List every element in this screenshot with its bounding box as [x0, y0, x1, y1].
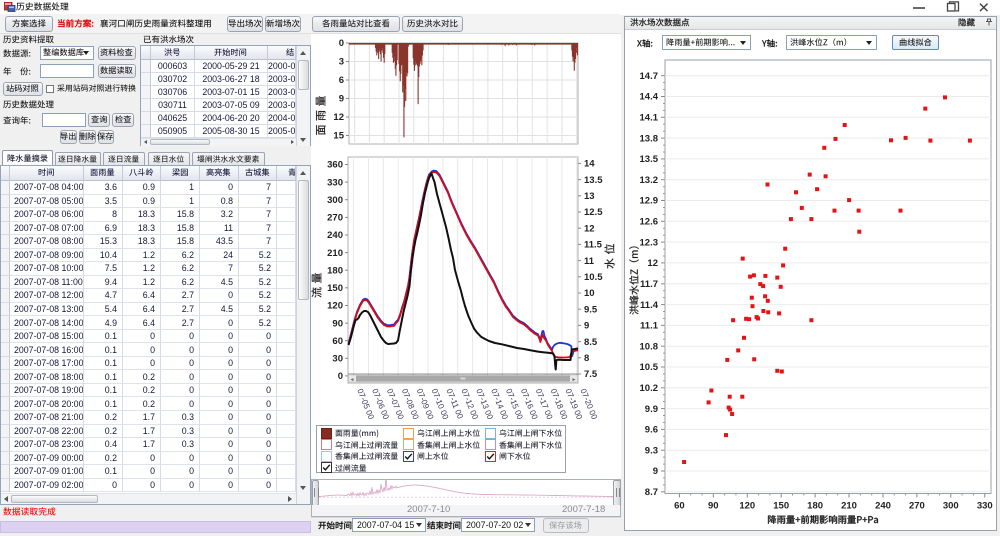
svg-text:180: 180	[327, 265, 343, 276]
svg-text:0: 0	[339, 38, 344, 49]
svg-text:150: 150	[327, 283, 343, 294]
svg-text:12: 12	[333, 112, 344, 123]
svg-text:8.7: 8.7	[645, 487, 658, 498]
svg-text:9.5: 9.5	[584, 304, 598, 315]
svg-text:120: 120	[327, 301, 343, 312]
svg-text:330: 330	[977, 501, 993, 512]
svg-text:9: 9	[584, 321, 589, 332]
svg-text:9.6: 9.6	[645, 425, 658, 436]
svg-text:360: 360	[327, 160, 343, 171]
svg-text:270: 270	[327, 213, 343, 224]
svg-text:180: 180	[807, 501, 823, 512]
svg-text:14.7: 14.7	[640, 71, 659, 82]
svg-text:3: 3	[339, 57, 344, 68]
svg-text:300: 300	[943, 501, 959, 512]
svg-text:240: 240	[327, 230, 343, 241]
svg-text:300: 300	[327, 195, 343, 206]
svg-text:30: 30	[332, 354, 343, 365]
svg-text:240: 240	[875, 501, 891, 512]
svg-text:12.6: 12.6	[640, 217, 659, 228]
svg-text:12: 12	[647, 258, 658, 269]
svg-text:8: 8	[584, 353, 589, 364]
svg-text:9: 9	[339, 94, 344, 105]
svg-text:14: 14	[584, 159, 595, 170]
svg-text:9: 9	[653, 466, 658, 477]
svg-text:120: 120	[739, 501, 755, 512]
svg-text:15: 15	[333, 131, 344, 142]
svg-text:7.5: 7.5	[584, 369, 598, 380]
svg-text:►: ►	[572, 377, 577, 383]
svg-text:11.7: 11.7	[640, 279, 658, 290]
svg-text:90: 90	[332, 318, 343, 329]
svg-text:10.8: 10.8	[640, 341, 659, 352]
svg-text:9.9: 9.9	[645, 404, 658, 415]
svg-text:14.4: 14.4	[640, 92, 659, 103]
svg-text:11.1: 11.1	[640, 321, 659, 332]
svg-text:12.3: 12.3	[640, 237, 659, 248]
svg-text:0: 0	[338, 371, 343, 382]
svg-text:13.5: 13.5	[640, 154, 659, 165]
svg-text:11: 11	[584, 256, 595, 267]
svg-text:13.5: 13.5	[584, 175, 603, 186]
svg-text:210: 210	[327, 248, 343, 259]
svg-text:10.2: 10.2	[640, 383, 659, 394]
svg-text:12.5: 12.5	[584, 207, 603, 218]
svg-text:330: 330	[327, 177, 343, 188]
svg-text:11.5: 11.5	[584, 240, 603, 251]
svg-text:13: 13	[584, 191, 595, 202]
svg-text:13.8: 13.8	[640, 133, 659, 144]
svg-text:12.9: 12.9	[640, 196, 659, 207]
svg-text:14.1: 14.1	[640, 113, 659, 124]
svg-text:210: 210	[841, 501, 857, 512]
svg-text:13.2: 13.2	[640, 175, 659, 186]
svg-text:10.5: 10.5	[640, 362, 659, 373]
svg-text:60: 60	[332, 336, 343, 347]
svg-text:10: 10	[584, 288, 595, 299]
svg-text:10.5: 10.5	[584, 272, 603, 283]
svg-text:60: 60	[674, 501, 685, 512]
svg-text:12: 12	[584, 223, 595, 234]
svg-text:90: 90	[708, 501, 719, 512]
svg-text:8.5: 8.5	[584, 337, 598, 348]
svg-text:◄: ◄	[350, 377, 355, 383]
svg-text:6: 6	[339, 75, 344, 86]
svg-text:150: 150	[773, 501, 789, 512]
svg-text:11.4: 11.4	[640, 300, 659, 311]
svg-text:9.3: 9.3	[645, 445, 658, 456]
svg-text:270: 270	[909, 501, 925, 512]
